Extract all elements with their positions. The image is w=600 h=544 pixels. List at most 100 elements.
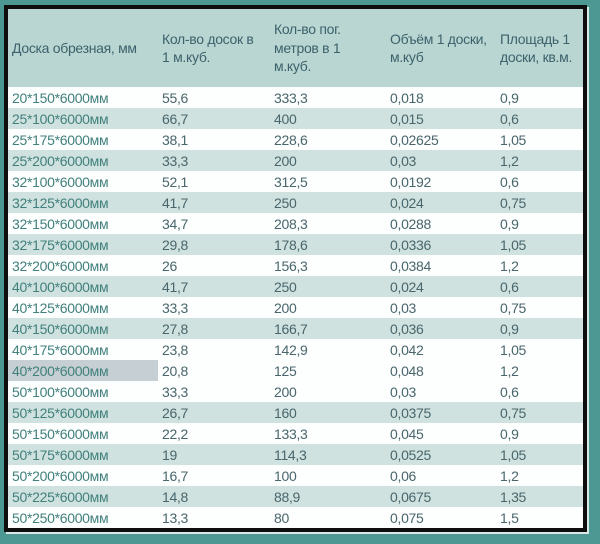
board-size-cell: 32*125*6000мм: [12, 194, 109, 211]
value-cell: 166,7: [274, 320, 308, 337]
value-cell: 1,05: [500, 446, 527, 463]
board-size-cell: 32*175*6000мм: [12, 236, 109, 253]
board-size-cell: 25*200*6000мм: [12, 152, 109, 169]
board-size-cell: 25*100*6000мм: [12, 110, 109, 127]
value-cell: 0,9: [500, 89, 519, 106]
value-cell: 178,6: [274, 236, 308, 253]
value-cell: 55,6: [162, 89, 189, 106]
value-cell: 0,042: [390, 341, 424, 358]
table-row: 40*175*6000мм 23,8 142,9 0,042 1,05: [8, 339, 583, 360]
table-row: 50*125*6000мм 26,7 160 0,0375 0,75: [8, 402, 583, 423]
value-cell: 0,018: [390, 89, 424, 106]
value-cell: 0,075: [390, 509, 424, 526]
value-cell: 66,7: [162, 110, 189, 127]
value-cell: 0,045: [390, 425, 424, 442]
value-cell: 0,0375: [390, 404, 432, 421]
header-row: Доска обрезная, мм Кол-во досок в 1 м.куб…: [8, 9, 583, 87]
table-row: 32*100*6000мм 52,1 312,5 0,0192 0,6: [8, 171, 583, 192]
column-header-3: Объём 1 доски, м.куб: [386, 9, 496, 87]
table-row: 50*150*6000мм 22,2 133,3 0,045 0,9: [8, 423, 583, 444]
value-cell: 0,75: [500, 404, 527, 421]
value-cell: 0,75: [500, 194, 527, 211]
table-row: 32*200*6000мм 26 156,3 0,0384 1,2: [8, 255, 583, 276]
table-header: Доска обрезная, мм Кол-во досок в 1 м.куб…: [8, 9, 583, 87]
board-size-cell: 50*200*6000мм: [12, 467, 109, 484]
value-cell: 26: [162, 257, 177, 274]
board-size-cell: 40*175*6000мм: [12, 341, 109, 358]
value-cell: 250: [274, 278, 297, 295]
value-cell: 156,3: [274, 257, 308, 274]
value-cell: 1,35: [500, 488, 527, 505]
value-cell: 0,9: [500, 215, 519, 232]
value-cell: 34,7: [162, 215, 189, 232]
value-cell: 1,2: [500, 257, 519, 274]
value-cell: 1,05: [500, 341, 527, 358]
value-cell: 133,3: [274, 425, 308, 442]
table-row: 32*175*6000мм 29,8 178,6 0,0336 1,05: [8, 234, 583, 255]
value-cell: 0,6: [500, 278, 519, 295]
column-header-0: Доска обрезная, мм: [8, 9, 158, 87]
value-cell: 33,3: [162, 152, 189, 169]
value-cell: 0,75: [500, 299, 527, 316]
board-size-cell: 50*175*6000мм: [12, 446, 109, 463]
board-size-cell: 32*100*6000мм: [12, 173, 109, 190]
value-cell: 0,036: [390, 320, 424, 337]
table-row: 40*100*6000мм 41,7 250 0,024 0,6: [8, 276, 583, 297]
value-cell: 88,9: [274, 488, 301, 505]
value-cell: 0,0192: [390, 173, 432, 190]
value-cell: 0,03: [390, 299, 417, 316]
value-cell: 80: [274, 509, 289, 526]
value-cell: 1,2: [500, 362, 519, 379]
table-row: 50*175*6000мм 19 114,3 0,0525 1,05: [8, 444, 583, 465]
value-cell: 41,7: [162, 278, 189, 295]
value-cell: 14,8: [162, 488, 189, 505]
value-cell: 26,7: [162, 404, 189, 421]
board-size-cell: 50*150*6000мм: [12, 425, 109, 442]
value-cell: 200: [274, 152, 297, 169]
board-size-cell: 50*250*6000мм: [12, 509, 109, 526]
board-size-cell: 50*100*6000мм: [12, 383, 109, 400]
table-row: 32*125*6000мм 41,7 250 0,024 0,75: [8, 192, 583, 213]
value-cell: 27,8: [162, 320, 189, 337]
value-cell: 250: [274, 194, 297, 211]
value-cell: 312,5: [274, 173, 308, 190]
value-cell: 1,05: [500, 236, 527, 253]
value-cell: 0,015: [390, 110, 424, 127]
value-cell: 0,9: [500, 320, 519, 337]
board-size-cell: 40*150*6000мм: [12, 320, 109, 337]
table-row: 25*100*6000мм 66,7 400 0,015 0,6: [8, 108, 583, 129]
column-header-4: Площадь 1 доски, кв.м.: [496, 9, 583, 87]
value-cell: 228,6: [274, 131, 308, 148]
board-size-cell: 40*125*6000мм: [12, 299, 109, 316]
value-cell: 114,3: [274, 446, 307, 463]
value-cell: 160: [274, 404, 297, 421]
value-cell: 52,1: [162, 173, 189, 190]
board-size-cell: 32*150*6000мм: [12, 215, 109, 232]
value-cell: 1,5: [500, 509, 519, 526]
value-cell: 0,0525: [390, 446, 432, 463]
value-cell: 41,7: [162, 194, 189, 211]
value-cell: 0,6: [500, 173, 519, 190]
value-cell: 38,1: [162, 131, 189, 148]
value-cell: 23,8: [162, 341, 189, 358]
value-cell: 22,2: [162, 425, 189, 442]
value-cell: 0,9: [500, 425, 519, 442]
value-cell: 0,02625: [390, 131, 439, 148]
value-cell: 0,0384: [390, 257, 432, 274]
value-cell: 0,6: [500, 383, 519, 400]
table-container: Доска обрезная, мм Кол-во досок в 1 м.куб…: [4, 5, 587, 532]
table-row: 50*100*6000мм 33,3 200 0,03 0,6: [8, 381, 583, 402]
table-row: 20*150*6000мм 55,6 333,3 0,018 0,9: [8, 87, 583, 108]
value-cell: 33,3: [162, 383, 189, 400]
table-row: 50*200*6000мм 16,7 100 0,06 1,2: [8, 465, 583, 486]
value-cell: 0,03: [390, 152, 417, 169]
value-cell: 0,0336: [390, 236, 432, 253]
value-cell: 13,3: [162, 509, 189, 526]
value-cell: 0,024: [390, 278, 424, 295]
value-cell: 200: [274, 383, 297, 400]
board-size-cell: 50*125*6000мм: [12, 404, 109, 421]
value-cell: 1,2: [500, 152, 519, 169]
value-cell: 0,0675: [390, 488, 432, 505]
value-cell: 208,3: [274, 215, 308, 232]
